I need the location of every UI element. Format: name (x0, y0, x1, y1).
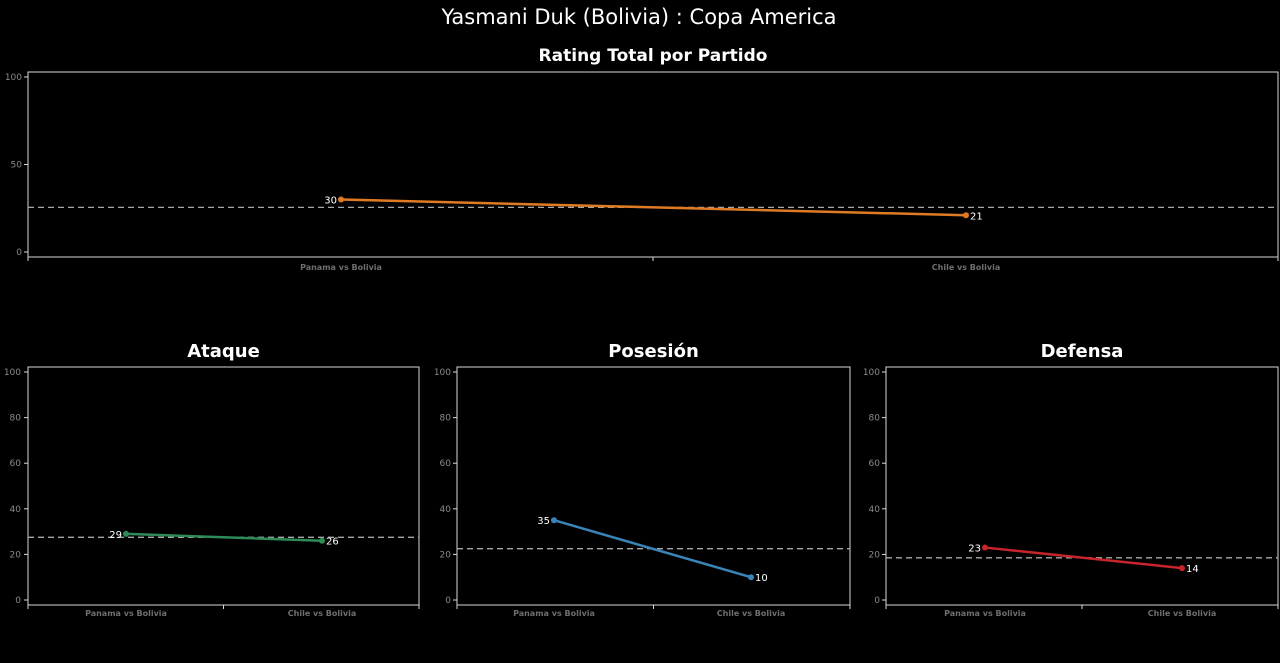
panel-2-data-point (319, 537, 325, 544)
panel-3-title: Posesión (608, 341, 699, 362)
panel-4-data-label: 23 (968, 544, 981, 555)
panel-3-series-line (553, 518, 752, 579)
panel-4-xtick-label: Panama vs Bolivia (944, 609, 1026, 618)
panel-3-data-label: 10 (755, 573, 768, 584)
panel-2-ytick-label: 100 (4, 368, 21, 378)
panel-4-series-line (984, 546, 1183, 570)
panel-2-ytick-label: 40 (10, 505, 22, 515)
panel-2-data-label: 29 (109, 530, 122, 541)
panel-2-xtick-label: Panama vs Bolivia (85, 609, 167, 618)
panel-2-series-line (125, 532, 323, 542)
panel-4-xtick-label: Chile vs Bolivia (1148, 609, 1216, 618)
panel-2-data-point (123, 530, 129, 537)
panel-1-frame (27, 71, 1279, 258)
panel-1-data-point (963, 212, 969, 219)
panel-3-xtick-label: Chile vs Bolivia (717, 609, 785, 618)
panel-1-xtick-label: Panama vs Bolivia (300, 263, 382, 272)
panel-2-title: Ataque (187, 341, 260, 362)
panel-3-ytick-label: 20 (440, 550, 452, 560)
panel-3-data-point (748, 574, 754, 581)
panel-4-data-label: 14 (1186, 564, 1199, 575)
panel-1-data-point (338, 196, 344, 203)
panel-4-ytick-label: 60 (869, 459, 881, 469)
panel-1-ytick-label: 50 (11, 161, 23, 171)
panel-2-ytick-label: 80 (10, 414, 22, 424)
panel-4-ytick-label: 20 (869, 550, 881, 560)
panel-3-ytick-label: 0 (445, 596, 451, 606)
panel-3-xtick-label: Panama vs Bolivia (513, 609, 595, 618)
panel-4-data-point (1179, 565, 1185, 572)
panel-2-data-label: 26 (326, 537, 339, 548)
panel-3-data-label: 35 (537, 516, 550, 527)
panel-4-ytick-label: 0 (874, 596, 880, 606)
panel-4-ytick-label: 40 (869, 505, 881, 515)
panel-2-xtick-label: Chile vs Bolivia (288, 609, 356, 618)
panel-1-ytick-label: 100 (5, 73, 22, 83)
panel-4-ytick-label: 80 (869, 414, 881, 424)
panel-4-frame (885, 366, 1279, 606)
panel-3-ytick-label: 60 (440, 459, 452, 469)
panel-3-data-point (551, 517, 557, 524)
panel-1-ytick-label: 0 (16, 248, 22, 258)
panel-2-frame (27, 366, 420, 606)
panel-2-ytick-label: 20 (10, 550, 22, 560)
panel-4-ytick-label: 100 (863, 368, 880, 378)
figure-suptitle: Yasmani Duk (Bolivia) : Copa America (440, 5, 836, 29)
panel-1-title: Rating Total por Partido (539, 46, 768, 66)
panel-1-xtick-label: Chile vs Bolivia (932, 263, 1000, 272)
panel-4-title: Defensa (1041, 341, 1124, 362)
panel-4-data-point (982, 544, 988, 551)
panel-3-ytick-label: 100 (434, 368, 451, 378)
panel-1-data-label: 30 (324, 196, 337, 207)
panel-1-series-line (340, 198, 967, 217)
panel-3-ytick-label: 80 (440, 414, 452, 424)
panel-3-frame (456, 366, 851, 606)
panel-1-data-label: 21 (970, 211, 983, 222)
panel-2-ytick-label: 60 (10, 459, 22, 469)
panel-2-ytick-label: 0 (15, 596, 21, 606)
panel-3-ytick-label: 40 (440, 505, 452, 515)
